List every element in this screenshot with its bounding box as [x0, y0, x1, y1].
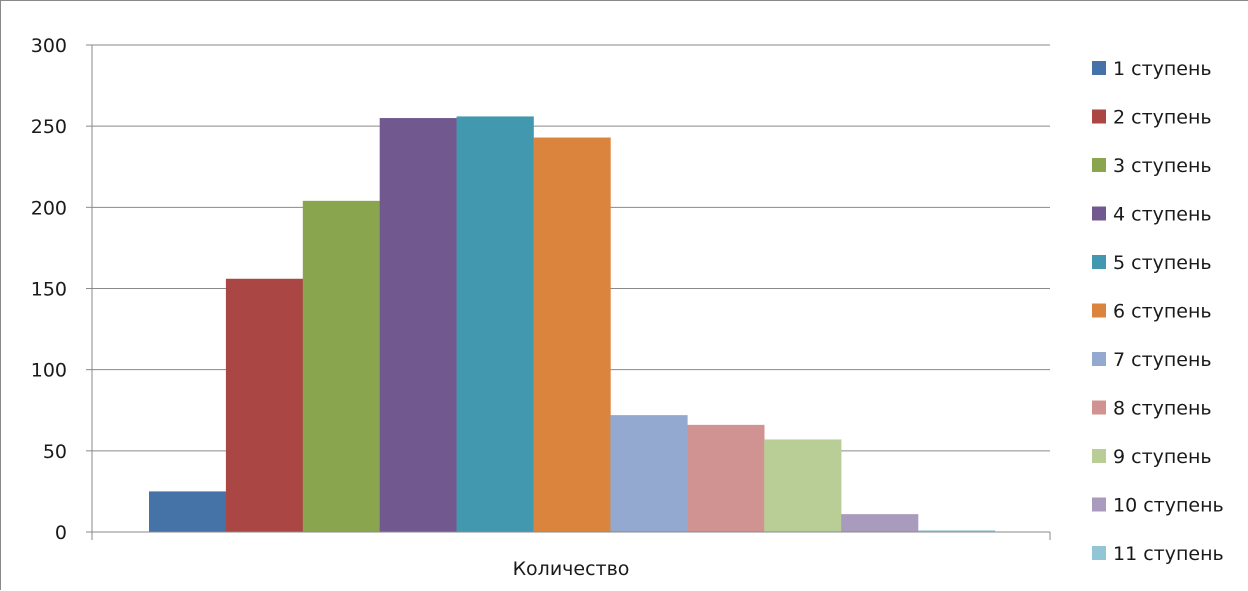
- bar-1: [149, 491, 227, 532]
- bar-10: [841, 514, 919, 532]
- y-tick-label: 300: [31, 35, 67, 57]
- legend-swatch: [1092, 109, 1106, 124]
- legend: 1 ступень 2 ступень 3 ступень 4 ступень 5 ст…: [1092, 58, 1224, 565]
- legend-swatch: [1092, 497, 1106, 512]
- legend-swatch: [1092, 255, 1106, 269]
- bar-11: [918, 530, 996, 532]
- legend-label: 9 ступень: [1113, 446, 1212, 468]
- legend-swatch: [1092, 449, 1106, 463]
- bar-2: [225, 278, 304, 532]
- y-tick-label: 150: [31, 279, 67, 301]
- legend-swatch: [1092, 206, 1106, 221]
- bar-7: [610, 415, 688, 532]
- x-axis: Количество: [91, 531, 1051, 580]
- bar-6: [533, 137, 611, 532]
- legend-swatch: [1092, 158, 1106, 172]
- bar-9: [764, 439, 842, 532]
- bar-4: [379, 118, 457, 533]
- bar-8: [687, 424, 765, 532]
- legend-label: 11 ступень: [1113, 543, 1224, 565]
- legend-label: 4 ступень: [1113, 204, 1212, 226]
- legend-swatch: [1092, 61, 1106, 75]
- bar-3: [302, 200, 380, 532]
- legend-swatch: [1092, 400, 1106, 415]
- y-tick-label: 250: [31, 116, 67, 138]
- x-category-label: Количество: [513, 558, 630, 580]
- y-tick-label: 100: [31, 360, 67, 382]
- legend-label: 6 ступень: [1113, 301, 1212, 323]
- legend-label: 10 ступень: [1113, 495, 1224, 517]
- legend-swatch: [1092, 352, 1106, 366]
- y-tick-label: 200: [31, 197, 67, 219]
- legend-label: 2 ступень: [1113, 107, 1212, 129]
- legend-swatch: [1092, 546, 1106, 560]
- legend-label: 7 ступень: [1113, 349, 1212, 371]
- legend-label: 5 ступень: [1113, 252, 1212, 274]
- legend-label: 1 ступень: [1113, 58, 1212, 80]
- y-tick-label: 0: [55, 522, 67, 544]
- bars: [149, 116, 996, 533]
- bar-5: [456, 116, 534, 532]
- legend-label: 3 ступень: [1113, 155, 1212, 177]
- legend-swatch: [1092, 303, 1106, 318]
- legend-label: 8 ступень: [1113, 398, 1212, 420]
- y-axis: 0 50 100 150 200 250 300: [31, 35, 93, 544]
- y-tick-label: 50: [43, 441, 67, 463]
